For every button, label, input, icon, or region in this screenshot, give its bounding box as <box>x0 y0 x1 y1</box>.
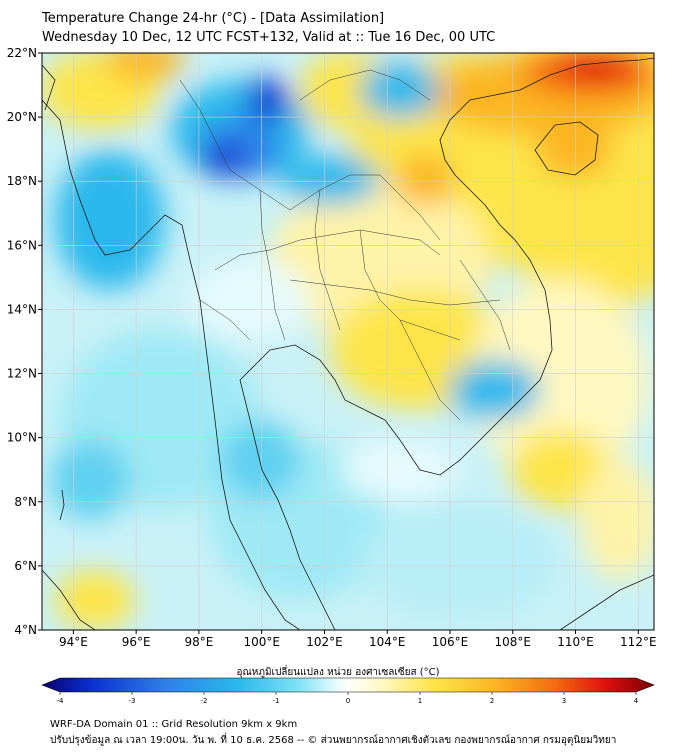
lon-tick-label: 106°E <box>432 635 469 649</box>
lon-tick-label: 98°E <box>184 635 213 649</box>
colorbar-tick-label: 4 <box>634 697 639 705</box>
lat-tick-label: 22°N <box>7 46 37 60</box>
lat-tick-label: 4°N <box>14 623 37 637</box>
temperature-field <box>42 53 654 630</box>
lat-tick-label: 8°N <box>14 495 37 509</box>
colorbar-ticks: -4 -3 -2 -1 0 1 2 3 4 <box>57 692 639 705</box>
lon-tick-label: 112°E <box>620 635 657 649</box>
colorbar-tick-label: -4 <box>57 697 65 705</box>
lon-tick-label: 102°E <box>306 635 343 649</box>
footer-model-info: WRF-DA Domain 01 :: Grid Resolution 9km … <box>50 719 298 730</box>
map-title: Temperature Change 24-hr (°C) - [Data As… <box>42 11 385 26</box>
longitude-axis: 94°E 96°E 98°E 100°E 102°E 104°E 106°E 108°E 110… <box>59 630 657 649</box>
province-borders <box>179 69 511 421</box>
colorbar-tick-label: 2 <box>490 697 494 705</box>
lon-tick-label: 110°E <box>557 635 594 649</box>
colorbar-tick-label: -1 <box>273 697 280 705</box>
coastlines <box>42 57 654 630</box>
lat-tick-label: 12°N <box>7 367 37 381</box>
colorbar-tick-label: 1 <box>418 697 422 705</box>
colorbar-tick-label: -2 <box>201 697 208 705</box>
colorbar-tick-label: 3 <box>562 697 566 705</box>
lat-tick-label: 18°N <box>7 174 37 188</box>
lon-tick-label: 108°E <box>495 635 532 649</box>
lat-tick-label: 14°N <box>7 302 37 316</box>
gridlines <box>42 53 654 630</box>
latitude-axis: 22°N 20°N 18°N 16°N 14°N 12°N 10°N 8°N 6°N 4°N <box>7 46 42 637</box>
map-subtitle: Wednesday 10 Dec, 12 UTC FCST+132, Valid… <box>42 30 496 45</box>
lat-tick-label: 20°N <box>7 110 37 124</box>
colorbar-tick-label: 0 <box>346 697 350 705</box>
colorbar <box>41 677 655 693</box>
lon-tick-label: 100°E <box>243 635 280 649</box>
lat-tick-label: 16°N <box>7 238 37 252</box>
lon-tick-label: 96°E <box>122 635 151 649</box>
map-frame <box>41 52 655 631</box>
lon-tick-label: 94°E <box>59 635 88 649</box>
lat-tick-label: 10°N <box>7 431 37 445</box>
lat-tick-label: 6°N <box>14 559 37 573</box>
colorbar-label: อุณหภูมิเปลี่ยนแปลง หน่วย องศาเซลเซียส (… <box>236 667 440 678</box>
lon-tick-label: 104°E <box>369 635 406 649</box>
colorbar-tick-label: -3 <box>129 697 136 705</box>
footer-credit: ปรับปรุงข้อมูล ณ เวลา 19:00น. วัน พ. ที่… <box>50 735 617 746</box>
